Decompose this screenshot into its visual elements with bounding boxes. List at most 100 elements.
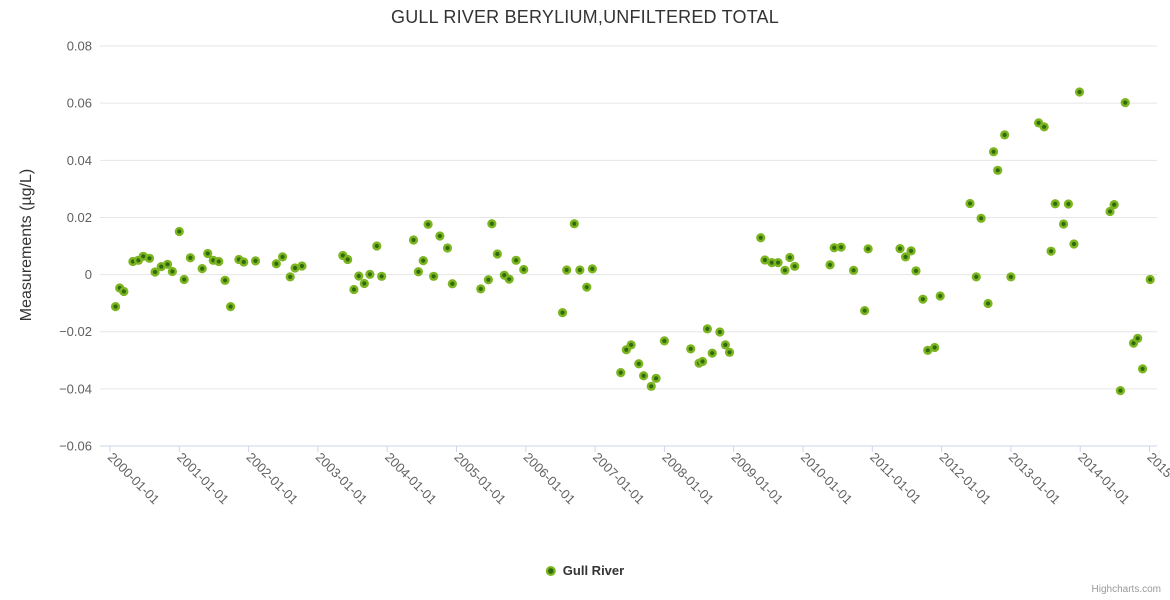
- data-point[interactable]: [863, 244, 873, 254]
- data-point[interactable]: [349, 284, 359, 295]
- data-point[interactable]: [185, 253, 195, 263]
- data-point[interactable]: [895, 244, 905, 254]
- data-point[interactable]: [918, 294, 928, 304]
- data-point[interactable]: [651, 373, 661, 383]
- data-point[interactable]: [504, 274, 514, 284]
- data-point[interactable]: [659, 336, 670, 346]
- data-point[interactable]: [935, 291, 945, 301]
- data-point[interactable]: [983, 298, 993, 309]
- data-point[interactable]: [780, 265, 790, 275]
- data-point[interactable]: [343, 254, 353, 265]
- data-point[interactable]: [377, 271, 387, 281]
- data-point[interactable]: [860, 305, 870, 316]
- data-point[interactable]: [785, 252, 795, 263]
- data-point[interactable]: [174, 226, 184, 237]
- data-point[interactable]: [906, 246, 916, 256]
- data-point[interactable]: [1006, 272, 1016, 282]
- data-point[interactable]: [720, 340, 730, 350]
- data-point[interactable]: [825, 260, 835, 270]
- data-point[interactable]: [225, 301, 236, 312]
- data-point[interactable]: [179, 274, 189, 285]
- data-point[interactable]: [930, 342, 940, 353]
- data-point[interactable]: [167, 266, 177, 277]
- data-point[interactable]: [707, 348, 717, 358]
- data-point[interactable]: [1109, 200, 1119, 210]
- data-point[interactable]: [639, 371, 649, 381]
- data-point[interactable]: [836, 242, 846, 252]
- data-point[interactable]: [110, 301, 121, 312]
- data-point[interactable]: [562, 265, 572, 275]
- data-point[interactable]: [277, 252, 288, 262]
- data-point[interactable]: [1046, 246, 1056, 256]
- data-point[interactable]: [429, 271, 439, 281]
- data-point[interactable]: [483, 275, 493, 285]
- data-point[interactable]: [519, 264, 529, 275]
- data-point[interactable]: [616, 367, 626, 378]
- data-point[interactable]: [702, 324, 712, 334]
- data-point[interactable]: [297, 261, 307, 271]
- data-point[interactable]: [686, 344, 696, 354]
- data-point[interactable]: [408, 235, 419, 245]
- data-point[interactable]: [203, 248, 213, 259]
- data-point[interactable]: [848, 265, 859, 275]
- data-point[interactable]: [214, 256, 224, 267]
- data-point[interactable]: [511, 255, 521, 265]
- data-point[interactable]: [1115, 385, 1125, 396]
- data-point[interactable]: [976, 213, 986, 223]
- data-point[interactable]: [372, 241, 382, 251]
- data-point[interactable]: [418, 256, 428, 266]
- data-point[interactable]: [1133, 333, 1143, 343]
- data-point[interactable]: [1137, 364, 1148, 374]
- data-point[interactable]: [220, 275, 230, 285]
- data-point[interactable]: [290, 263, 300, 273]
- data-point[interactable]: [1074, 87, 1085, 97]
- data-point[interactable]: [923, 345, 933, 355]
- data-point[interactable]: [993, 165, 1003, 175]
- data-point[interactable]: [557, 307, 568, 318]
- data-point[interactable]: [988, 147, 999, 157]
- data-point[interactable]: [626, 340, 636, 350]
- data-point[interactable]: [119, 286, 129, 297]
- data-point[interactable]: [1145, 274, 1155, 285]
- data-point[interactable]: [582, 282, 592, 292]
- data-point[interactable]: [971, 272, 981, 282]
- data-point[interactable]: [413, 267, 423, 277]
- credits-link[interactable]: Highcharts.com: [1091, 584, 1161, 595]
- data-point[interactable]: [442, 243, 453, 253]
- data-point[interactable]: [150, 267, 160, 277]
- data-point[interactable]: [756, 233, 766, 243]
- data-point[interactable]: [646, 381, 656, 391]
- data-point[interactable]: [197, 264, 207, 274]
- data-point[interactable]: [250, 256, 261, 266]
- data-point[interactable]: [1105, 206, 1115, 217]
- data-point[interactable]: [1000, 130, 1010, 140]
- data-point[interactable]: [1039, 122, 1049, 132]
- data-point[interactable]: [144, 253, 155, 263]
- data-point[interactable]: [1120, 98, 1130, 108]
- data-point[interactable]: [790, 261, 800, 271]
- data-point[interactable]: [285, 272, 295, 282]
- data-point[interactable]: [271, 259, 281, 269]
- data-point[interactable]: [911, 266, 921, 276]
- data-point[interactable]: [587, 264, 597, 274]
- data-point[interactable]: [447, 279, 457, 289]
- data-point[interactable]: [760, 255, 770, 265]
- data-point[interactable]: [1069, 239, 1079, 249]
- data-point[interactable]: [423, 219, 433, 229]
- data-point[interactable]: [162, 259, 173, 269]
- data-point[interactable]: [697, 356, 708, 367]
- data-point[interactable]: [1050, 199, 1060, 209]
- data-point[interactable]: [476, 284, 486, 294]
- data-point[interactable]: [1063, 199, 1074, 209]
- data-point[interactable]: [569, 219, 579, 229]
- data-point[interactable]: [634, 359, 644, 369]
- data-point[interactable]: [900, 252, 911, 262]
- data-point[interactable]: [715, 327, 725, 337]
- data-point[interactable]: [724, 347, 735, 357]
- data-point[interactable]: [1058, 219, 1069, 229]
- data-point[interactable]: [354, 271, 364, 281]
- data-point[interactable]: [575, 265, 585, 275]
- data-point[interactable]: [965, 198, 975, 209]
- data-point[interactable]: [773, 258, 783, 268]
- data-point[interactable]: [365, 269, 375, 279]
